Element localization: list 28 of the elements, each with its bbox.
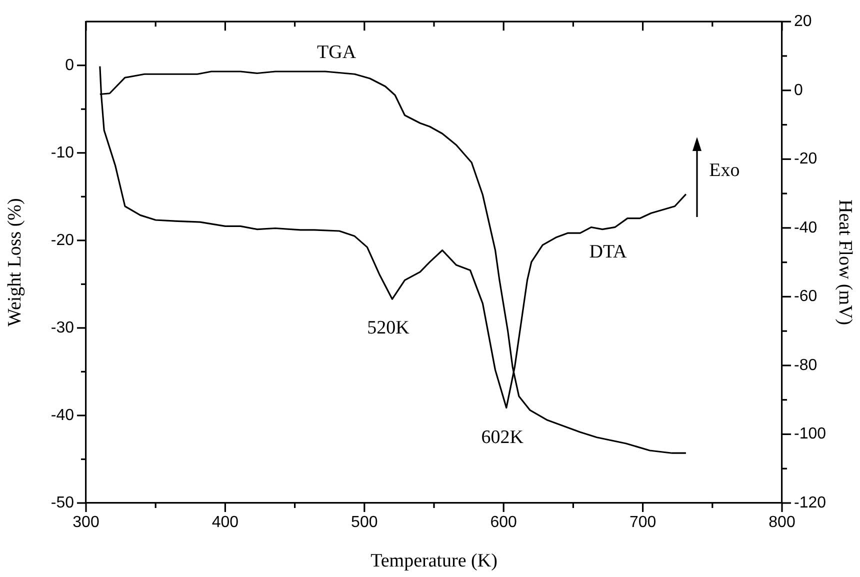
y2-tick-label: 20 [794, 13, 812, 30]
y2-tick-label: -60 [794, 288, 818, 306]
y-tick-label: -30 [50, 319, 74, 336]
annotation: 520K [367, 318, 410, 339]
y-tick-label: -20 [50, 232, 74, 249]
y2-tick-label: -100 [794, 426, 826, 443]
x-axis-title: Temperature (K) [370, 550, 498, 572]
annotation: Exo [709, 160, 740, 181]
y-tick-label: -50 [50, 494, 74, 512]
x-tick-label: 500 [351, 514, 378, 532]
x-tick-label: 300 [72, 514, 100, 532]
x-tick-label: 600 [490, 514, 518, 532]
y2-axis-title: Heat Flow (mV) [834, 200, 856, 326]
series-label: DTA [589, 242, 628, 263]
y-tick-label: -10 [50, 144, 74, 162]
annotation: 602K [481, 426, 524, 448]
y2-tick-label: -120 [794, 494, 826, 512]
legend-label: TGA [317, 42, 356, 63]
y2-tick-label: -80 [794, 356, 818, 374]
y2-tick-label: -40 [794, 219, 818, 236]
x-tick-label: 800 [768, 514, 796, 532]
y2-tick-label: -20 [794, 150, 818, 168]
y-tick-label: -40 [50, 406, 74, 424]
y-axis-title: Weight Loss (%) [4, 198, 26, 326]
y-tick-label: 0 [65, 56, 74, 74]
x-tick-label: 400 [212, 514, 239, 532]
x-tick-label: 700 [629, 514, 656, 532]
y2-tick-label: 0 [794, 82, 803, 99]
